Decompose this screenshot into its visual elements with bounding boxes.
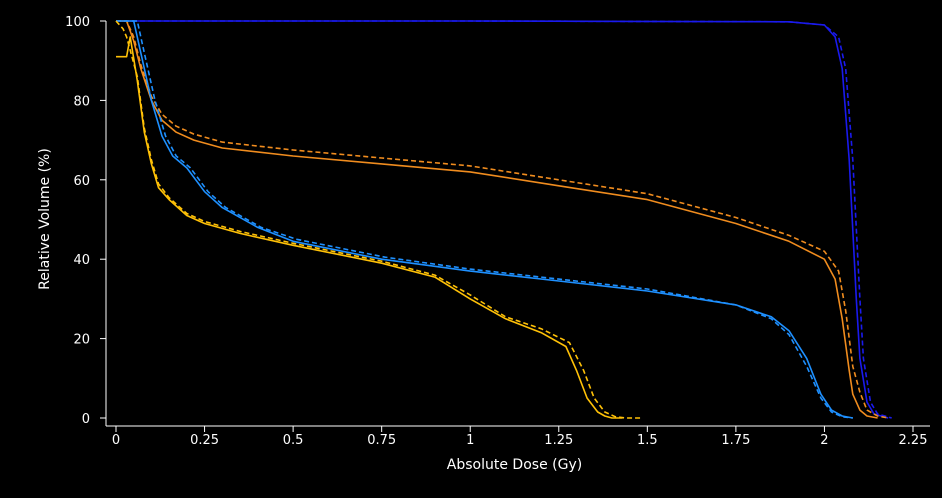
- x-tick-label: 0.25: [190, 433, 219, 448]
- x-tick-label: 1: [466, 433, 474, 448]
- x-tick-label: 0.75: [367, 433, 396, 448]
- series-line-5: [116, 20, 853, 419]
- series-line-8: [115, 20, 641, 419]
- x-tick-label: 2: [820, 433, 828, 448]
- y-axis-title: Relative Volume (%): [37, 148, 53, 290]
- series-layer: [115, 20, 892, 419]
- y-tick-label: 0: [82, 412, 90, 427]
- series-line-6: [116, 20, 853, 419]
- y-ticks: 0 20 40 60 80 100: [65, 15, 106, 427]
- x-ticks: 0 0.25 0.5 0.75 1 1.25 1.5 1.75 2 2.25: [112, 426, 928, 448]
- y-tick-label: 40: [73, 253, 90, 268]
- y-tick-label: 60: [73, 174, 90, 189]
- y-tick-label: 80: [73, 94, 90, 109]
- x-tick-label: 1.75: [721, 433, 750, 448]
- series-line-2: [116, 20, 892, 419]
- x-tick-label: 1.5: [637, 433, 658, 448]
- y-tick-label: 100: [65, 15, 90, 30]
- x-tick-label: 0: [112, 433, 120, 448]
- x-axis-title: Absolute Dose (Gy): [447, 457, 582, 473]
- x-tick-label: 2.25: [899, 433, 928, 448]
- y-tick-label: 20: [73, 333, 90, 348]
- x-tick-label: 1.25: [544, 433, 573, 448]
- x-tick-label: 0.5: [283, 433, 304, 448]
- axes-layer: 0 0.25 0.5 0.75 1 1.25 1.5 1.75 2 2.25 0 20 40 60 80 1…: [65, 15, 930, 448]
